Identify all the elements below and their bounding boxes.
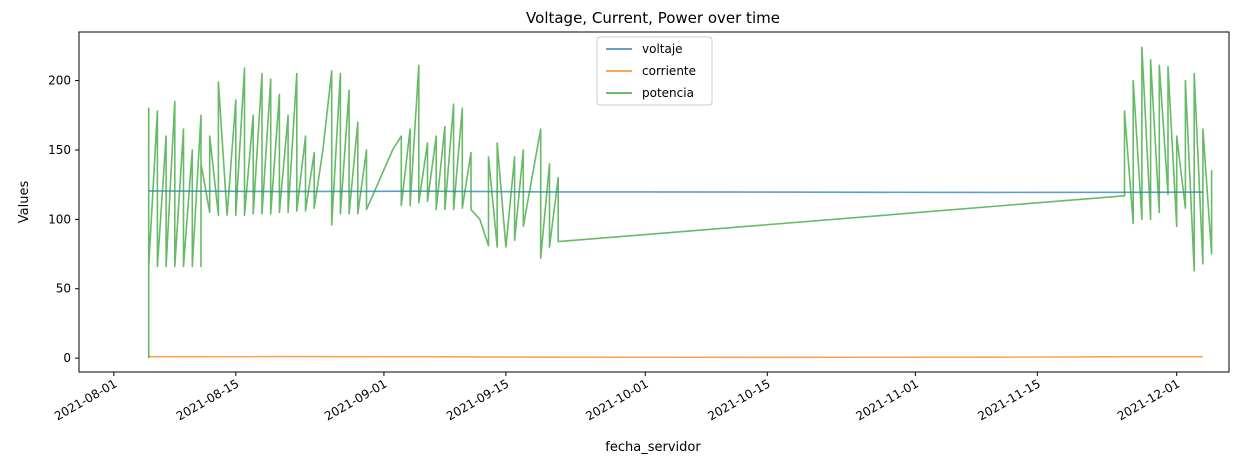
x-tick-label: 2021-10-01 (583, 376, 650, 423)
x-tick-label: 2021-11-15 (975, 376, 1042, 423)
x-tick-label: 2021-08-01 (52, 376, 119, 423)
x-axis-ticks: 2021-08-01 2021-08-15 2021-09-01 2021-09-15… (52, 372, 1182, 423)
legend-label-potencia: potencia (642, 86, 694, 100)
x-tick-label: 2021-12-01 (1115, 376, 1182, 423)
legend-label-voltaje: voltaje (642, 42, 683, 56)
series-layer (147, 46, 1213, 359)
x-tick-label: 2021-09-15 (444, 376, 511, 423)
series-line-potencia (147, 46, 1213, 359)
x-tick-label: 2021-09-01 (322, 376, 389, 423)
y-tick-label: 50 (56, 282, 71, 296)
legend: voltaje corriente potencia (596, 36, 713, 106)
legend-label-corriente: corriente (642, 64, 696, 78)
y-axis-label: Values (17, 181, 32, 224)
x-tick-label: 2021-10-15 (705, 376, 772, 423)
plot-frame (78, 31, 1230, 373)
series-line-voltaje (148, 190, 1203, 194)
y-tick-label: 0 (63, 351, 71, 365)
series-line-corriente (148, 355, 1203, 359)
x-tick-label: 2021-11-01 (853, 376, 920, 423)
x-axis-label: fecha_servidor (605, 440, 701, 455)
chart-title: Voltage, Current, Power over time (526, 9, 780, 27)
y-tick-label: 100 (48, 212, 71, 226)
y-tick-label: 200 (48, 74, 71, 88)
y-tick-label: 150 (48, 143, 71, 157)
legend-box (596, 36, 713, 106)
x-tick-label: 2021-08-15 (174, 376, 241, 423)
plot-area (78, 31, 1230, 373)
y-axis-ticks: 0 50 100 150 200 (48, 74, 79, 365)
